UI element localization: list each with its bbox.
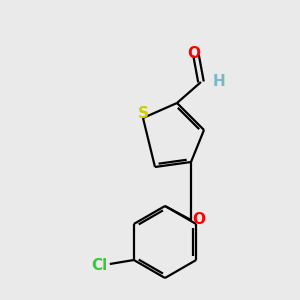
Text: H: H — [213, 74, 225, 89]
Text: O: O — [193, 212, 206, 227]
Text: S: S — [137, 106, 148, 122]
Text: Cl: Cl — [92, 257, 108, 272]
Text: O: O — [188, 46, 200, 62]
